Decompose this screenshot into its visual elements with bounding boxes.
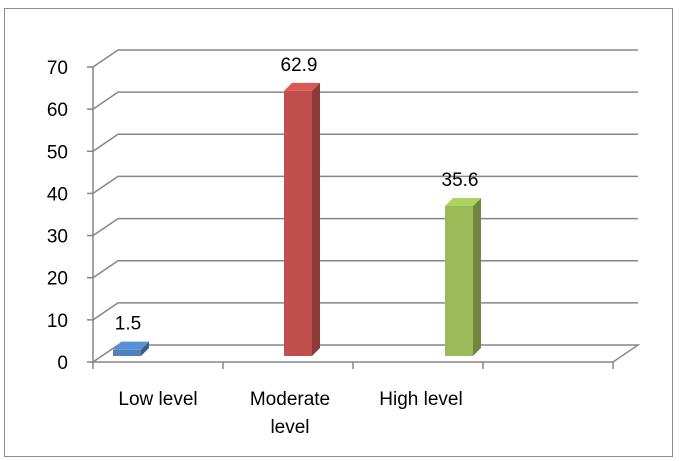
gridline [92,91,638,110]
gridline [92,217,638,237]
x-category-label: High level [379,389,462,410]
bar-front-face [113,349,141,356]
y-tick-label: 0 [57,353,68,374]
x-category-label: Low level [118,389,197,410]
data-labels: 1.5 62.9 35.6 [115,55,479,335]
bar [113,341,149,356]
x-category-label: level [270,417,309,438]
y-tick-label: 20 [47,269,68,290]
gridline [92,49,638,68]
data-label: 62.9 [281,55,318,76]
bar-top-face [445,197,481,206]
chart-floor [90,344,641,363]
bar-front-face [284,90,312,357]
y-tick-label: 10 [47,311,68,332]
y-tick-label: 40 [47,184,68,205]
data-label: 1.5 [115,314,141,335]
bar-front-face [445,205,473,356]
bars [113,82,481,357]
bar-top-face [284,82,320,91]
bar-side-face [141,341,149,356]
gridline [92,133,638,152]
x-category-label: Moderate [250,389,330,410]
gridline [92,175,638,195]
y-axis-tick-labels: 0 10 20 30 40 50 60 70 [47,58,68,374]
bar [445,197,481,356]
chart-frame [4,8,673,457]
gridlines [92,49,638,321]
y-tick-label: 30 [47,227,68,248]
data-label: 35.6 [442,170,479,191]
bar-side-face [473,197,481,356]
bar-side-face [312,82,320,357]
bar [284,82,320,357]
x-axis-category-labels: Low level Moderate level High level [118,389,462,438]
bar-top-face [113,341,149,350]
gridline [92,259,638,279]
gridline [92,302,638,321]
y-tick-label: 70 [47,58,68,79]
axes [87,66,641,369]
y-tick-label: 60 [47,100,68,121]
y-tick-label: 50 [47,142,68,163]
